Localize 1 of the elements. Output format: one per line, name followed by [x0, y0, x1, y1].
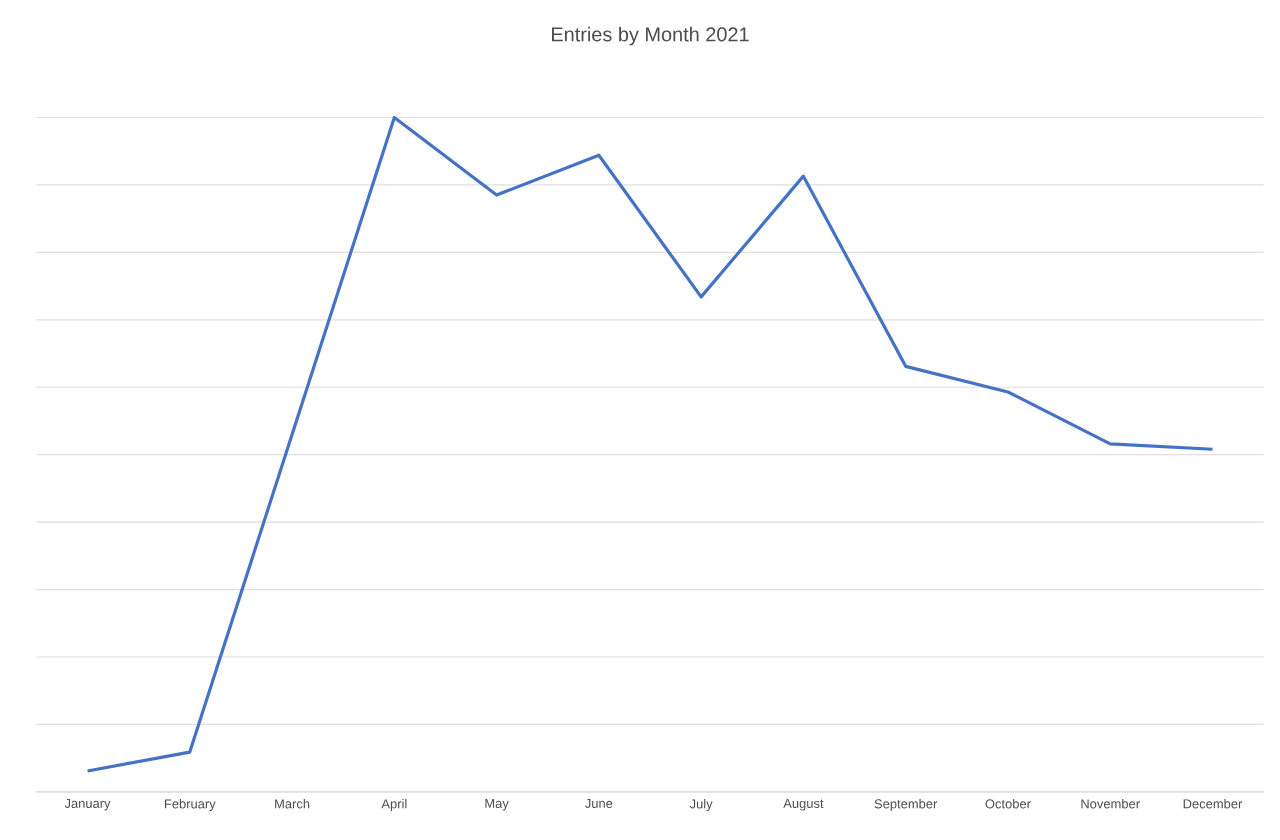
chart-title: Entries by Month 2021 [552, 26, 749, 46]
